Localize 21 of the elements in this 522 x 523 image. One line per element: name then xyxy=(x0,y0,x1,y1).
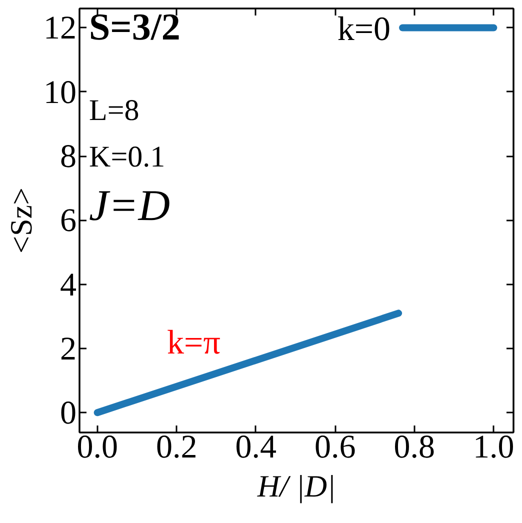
series-label: k=π xyxy=(167,324,220,362)
x-tick-label: 0.2 xyxy=(156,430,198,466)
x-tick-label: 0.8 xyxy=(394,430,436,466)
x-axis-title: H/ |D| xyxy=(256,468,336,504)
y-tick-label: 0 xyxy=(60,396,76,432)
x-tick-label: 0.6 xyxy=(314,430,356,466)
annotation: J=D xyxy=(89,181,170,230)
series-label: k=0 xyxy=(337,11,391,48)
y-tick-label: 4 xyxy=(60,267,76,304)
y-tick-label: 12 xyxy=(44,10,76,47)
y-axis-title: <Sz> xyxy=(4,188,38,254)
x-tick-label: 1.0 xyxy=(473,430,514,466)
annotation: L=8 xyxy=(89,94,140,127)
y-tick-label: 6 xyxy=(60,203,76,240)
x-tick-label: 0.4 xyxy=(235,430,276,466)
y-tick-label: 10 xyxy=(44,74,76,111)
annotation: S=3/2 xyxy=(89,6,180,49)
annotation: K=0.1 xyxy=(89,140,166,174)
y-tick-label: 8 xyxy=(60,139,76,176)
y-tick-label: 2 xyxy=(60,331,76,368)
x-tick-label: 0.0 xyxy=(76,430,118,466)
